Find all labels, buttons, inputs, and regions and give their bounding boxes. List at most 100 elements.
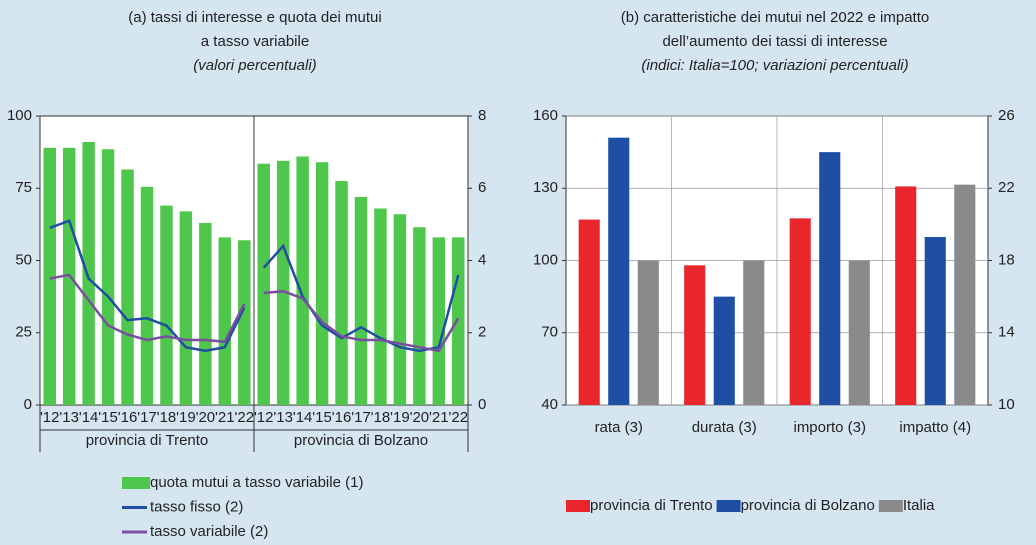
x-tick-label: rata (3) — [595, 419, 643, 436]
bar — [819, 152, 841, 405]
bar — [743, 260, 765, 405]
bar — [43, 147, 56, 406]
bar — [713, 296, 735, 405]
y-tick-label: 70 — [541, 324, 558, 341]
x-tick-label: '17 — [137, 409, 157, 426]
y2-tick-label: 14 — [998, 324, 1015, 341]
x-tick-label: '20 — [410, 409, 430, 426]
y-tick-label: 160 — [533, 107, 558, 124]
x-tick-label: '15 — [98, 409, 118, 426]
x-tick-label: '18 — [157, 409, 177, 426]
bar — [924, 237, 946, 405]
bar — [895, 186, 917, 405]
bar — [413, 227, 426, 405]
y-tick-label: 75 — [15, 179, 32, 196]
legend-swatch — [122, 477, 150, 489]
bar — [335, 181, 348, 405]
y-tick-label: 100 — [533, 251, 558, 268]
chart-title: (a) tassi di interesse e quota dei mutui — [128, 9, 381, 26]
y2-tick-label: 10 — [998, 396, 1015, 413]
x-tick-label: impatto (4) — [899, 419, 971, 436]
x-tick-label: '18 — [371, 409, 391, 426]
x-tick-label: '14 — [79, 409, 99, 426]
bar — [848, 260, 870, 405]
chart-subtitle: (valori percentuali) — [193, 57, 316, 74]
x-tick-label: '16 — [332, 409, 352, 426]
y2-tick-label: 2 — [478, 324, 486, 341]
legend-label: tasso variabile (2) — [150, 523, 268, 540]
chart-title: dell’aumento dei tassi di interesse — [662, 33, 887, 50]
y2-tick-label: 6 — [478, 179, 486, 196]
line — [49, 219, 246, 353]
legend-label: tasso fisso (2) — [150, 498, 243, 515]
x-tick-label: '16 — [118, 409, 138, 426]
x-tick-label: '19 — [176, 409, 196, 426]
y2-tick-label: 22 — [998, 179, 1015, 196]
x-tick-label: '21 — [215, 409, 235, 426]
legend-swatch — [716, 500, 741, 512]
line — [49, 273, 246, 344]
y2-tick-label: 26 — [998, 107, 1015, 124]
bar — [954, 184, 976, 405]
chart-title: a tasso variabile — [201, 33, 309, 50]
y-tick-label: 40 — [541, 396, 558, 413]
bar — [121, 169, 134, 405]
legend-label: quota mutui a tasso variabile (1) — [150, 474, 363, 491]
legend-label: provincia di Bolzano — [741, 497, 875, 514]
x-tick-label: '15 — [312, 409, 332, 426]
bar — [218, 237, 232, 405]
x-tick-label: '22 — [234, 409, 254, 426]
x-tick-label: '21 — [429, 409, 449, 426]
chart-title: (b) caratteristiche dei mutui nel 2022 e… — [621, 9, 930, 26]
bar — [452, 237, 465, 405]
bar — [315, 162, 329, 405]
bar — [199, 222, 212, 405]
x-tick-label: '17 — [351, 409, 371, 426]
bar — [374, 208, 387, 405]
y-tick-label: 25 — [15, 324, 32, 341]
bar — [789, 218, 811, 405]
chart-subtitle: (indici: Italia=100; variazioni percentu… — [641, 57, 908, 74]
x-tick-label: '12 — [40, 409, 60, 426]
x-tick-label: '19 — [390, 409, 410, 426]
bar — [238, 240, 251, 405]
legend-label: provincia di Trento — [590, 497, 713, 514]
legend-swatch — [566, 500, 590, 512]
bar — [637, 260, 659, 405]
bar — [276, 160, 290, 405]
line — [263, 289, 460, 353]
bar — [296, 156, 309, 405]
x-tick-label: importo (3) — [793, 419, 866, 436]
y-tick-label: 50 — [15, 251, 32, 268]
bar — [608, 137, 630, 406]
bar — [101, 149, 115, 405]
x-tick-label: '13 — [59, 409, 79, 426]
legend-label: Italia — [903, 497, 935, 514]
y2-tick-label: 0 — [478, 396, 486, 413]
y-tick-label: 100 — [7, 107, 32, 124]
y2-tick-label: 18 — [998, 251, 1015, 268]
bar — [179, 211, 193, 405]
bar — [160, 205, 173, 405]
legend-swatch — [878, 500, 903, 512]
x-tick-label: '14 — [293, 409, 313, 426]
x-tick-label: '13 — [273, 409, 293, 426]
x-tick-label: '22 — [448, 409, 468, 426]
bar — [140, 186, 154, 405]
bar — [354, 196, 368, 405]
bar — [432, 237, 446, 405]
x-tick-label: '12 — [254, 409, 274, 426]
bar — [393, 214, 407, 405]
y2-tick-label: 4 — [478, 251, 486, 268]
y-tick-label: 0 — [24, 396, 32, 413]
bar — [684, 265, 706, 405]
group-label: provincia di Trento — [86, 432, 209, 449]
bar — [82, 142, 95, 405]
bar — [578, 219, 600, 405]
x-tick-label: '20 — [196, 409, 216, 426]
x-tick-label: durata (3) — [692, 419, 757, 436]
bar — [257, 163, 270, 405]
group-label: provincia di Bolzano — [294, 432, 428, 449]
y-tick-label: 130 — [533, 179, 558, 196]
